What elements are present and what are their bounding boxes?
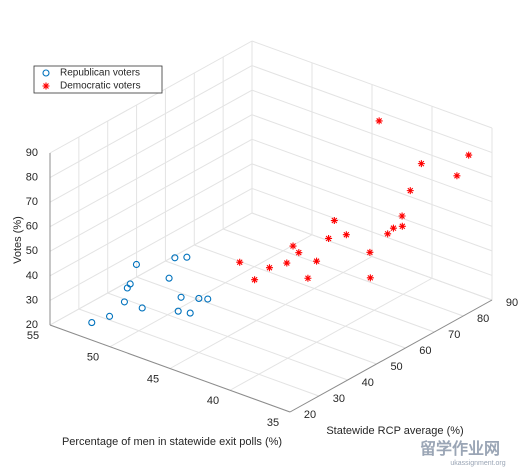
point [165,274,173,282]
point [398,212,406,220]
point [389,224,397,232]
z-tick-label: 30 [26,294,38,306]
point [366,248,374,256]
legend-label: Republican voters [60,68,140,79]
grid-line [107,292,348,381]
point [417,160,425,168]
point [174,307,182,315]
grid-line [49,163,253,277]
x-tick-label: 55 [27,330,39,342]
legend-marker [42,82,50,90]
z-tick-label: 40 [26,270,38,282]
axis-line [289,299,493,413]
points [88,117,473,327]
grid-line [222,228,464,317]
grid-line [49,40,253,154]
grid-line [49,212,253,326]
grid-line [78,308,320,397]
point [342,231,350,239]
point [126,280,134,288]
grid-line [109,234,313,348]
z-axis-label: Votes (%) [12,216,24,264]
z-tick-label: 60 [26,221,38,233]
x-tick-label: 35 [267,417,279,429]
point [283,259,291,267]
point [204,295,212,303]
point [325,234,333,242]
point [236,258,244,266]
legend-box [33,65,163,94]
grid-line [251,138,493,227]
point [186,309,194,317]
grid-line [251,65,493,154]
point [406,187,414,195]
z-tick-label: 80 [26,171,38,183]
grid-line [49,114,253,228]
point [384,230,392,238]
grid-line [49,187,253,301]
point [177,293,185,301]
point [171,254,179,262]
point [138,304,146,312]
grid-line [251,89,493,178]
x-tick-label: 50 [87,352,99,364]
point [465,151,473,159]
y-tick-label: 30 [333,393,345,405]
point [195,294,203,302]
y-tick-label: 50 [390,361,402,373]
watermark-url: ukassignment.org [450,460,505,467]
point [366,274,374,282]
point [88,319,96,327]
grid-line [251,212,493,301]
y-axis-label: Statewide RCP average (%) [326,425,463,437]
z-tick-label: 90 [26,147,38,159]
y-tick-label: 40 [362,377,374,389]
legend-marker [42,69,50,77]
legend: Republican voters Democratic voters [33,65,163,94]
x-tick-label: 40 [207,395,219,407]
grid-line [136,276,377,365]
watermark: 留学作业网 [420,439,500,458]
y-tick-label: 80 [477,313,489,325]
legend-label: Democratic voters [60,81,141,92]
point [105,312,114,320]
point [330,217,338,225]
grid-line [169,256,373,369]
x-tick-label: 45 [147,373,159,385]
point [289,242,297,250]
grid: 3540455055203040506070809020304050607080… [26,40,518,429]
grid-line [49,138,253,252]
grid-line [251,187,493,276]
axis-line [49,324,291,413]
point [304,274,312,282]
point [398,222,406,230]
grid-line [194,244,435,333]
grid-line [49,89,253,203]
z-tick-label: 50 [26,245,38,257]
z-tick-label: 70 [26,196,38,208]
z-tick-label: 20 [26,319,38,331]
point [132,260,140,269]
y-tick-label: 20 [304,409,316,421]
x-axis-label: Percentage of men in statewide exit poll… [62,436,282,448]
point [313,257,321,265]
point [251,276,259,284]
grid-line [229,277,433,391]
grid-line [251,40,493,129]
y-tick-label: 70 [448,329,460,341]
y-tick-label: 60 [419,345,431,357]
point [265,264,273,272]
grid-line [49,65,253,179]
point [295,249,303,257]
grid-line [251,114,493,203]
grid-line [251,163,493,252]
point [453,172,461,180]
point [120,298,128,306]
point [183,253,191,261]
grid-line [165,260,406,349]
y-tick-label: 90 [506,297,518,309]
point [375,117,383,125]
